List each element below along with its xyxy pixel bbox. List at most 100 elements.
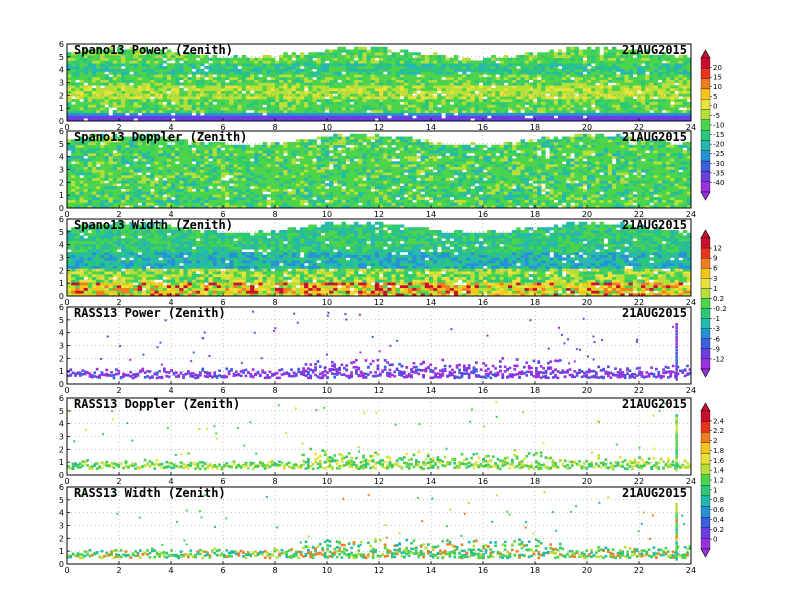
heatmap-cell	[212, 183, 218, 187]
heatmap-cell	[562, 101, 567, 105]
heatmap-cell	[237, 166, 243, 170]
heatmap-cell	[254, 57, 259, 61]
heatmap-cell	[403, 110, 409, 114]
heatmap-cell	[220, 66, 226, 70]
heatmap-cell	[141, 107, 147, 111]
heatmap-cell	[624, 104, 629, 108]
heatmap-cell	[104, 158, 109, 162]
heatmap-cell	[154, 172, 159, 176]
heatmap-cell	[237, 57, 243, 61]
heatmap-cell	[104, 188, 109, 192]
heatmap-cell	[645, 110, 650, 114]
heatmap-cell	[166, 183, 172, 187]
heatmap-cell	[183, 90, 188, 94]
heatmap-cell	[491, 57, 496, 61]
heatmap-cell	[611, 99, 617, 103]
heatmap-cell	[657, 82, 663, 86]
heatmap-cell	[499, 63, 505, 67]
heatmap-cell	[545, 118, 550, 122]
heatmap-cell	[553, 88, 559, 92]
heatmap-cell	[79, 161, 84, 165]
heatmap-cell	[116, 139, 122, 143]
heatmap-cell	[154, 55, 159, 59]
heatmap-cell	[483, 107, 488, 111]
heatmap-cell	[208, 144, 213, 148]
heatmap-cell	[366, 101, 371, 105]
heatmap-cell	[212, 194, 218, 198]
heatmap-cell	[171, 186, 176, 190]
heatmap-cell	[104, 166, 109, 170]
heatmap-cell	[104, 82, 109, 86]
heatmap-cell	[283, 74, 288, 78]
heatmap-cell	[387, 60, 392, 64]
heatmap-cell	[458, 63, 463, 67]
heatmap-cell	[141, 85, 147, 89]
heatmap-cell	[262, 177, 267, 181]
heatmap-cell	[229, 99, 234, 103]
heatmap-cell	[395, 71, 401, 75]
heatmap-cell	[320, 57, 326, 61]
heatmap-cell	[150, 88, 155, 92]
heatmap-cell	[682, 112, 688, 116]
heatmap-cell	[137, 153, 143, 157]
heatmap-cell	[570, 68, 575, 72]
heatmap-cell	[204, 205, 209, 209]
heatmap-cell	[516, 85, 521, 89]
heatmap-cell	[570, 93, 575, 97]
heatmap-cell	[657, 96, 663, 100]
heatmap-cell	[96, 99, 101, 103]
heatmap-cell	[304, 90, 309, 94]
heatmap-cell	[233, 66, 238, 70]
heatmap-cell	[116, 112, 122, 116]
heatmap-cell	[112, 115, 118, 119]
heatmap-cell	[112, 99, 118, 103]
heatmap-cell	[570, 96, 575, 100]
heatmap-cell	[507, 79, 513, 83]
heatmap-cell	[333, 63, 338, 67]
heatmap-cell	[146, 186, 151, 190]
heatmap-cell	[250, 74, 255, 78]
heatmap-cell	[566, 112, 571, 116]
heatmap-cell	[96, 71, 101, 75]
heatmap-cell	[266, 93, 272, 97]
heatmap-cell	[133, 74, 139, 78]
heatmap-cell	[545, 107, 550, 111]
heatmap-cell	[146, 112, 151, 116]
heatmap-cell	[295, 63, 301, 67]
heatmap-cell	[441, 101, 446, 105]
heatmap-cell	[516, 79, 521, 83]
heatmap-cell	[641, 55, 646, 59]
heatmap-cell	[141, 115, 147, 119]
heatmap-cell	[645, 52, 650, 56]
heatmap-cell	[520, 90, 525, 94]
heatmap-cell	[316, 74, 322, 78]
heatmap-cell	[395, 101, 401, 105]
heatmap-cell	[171, 153, 176, 157]
heatmap-cell	[258, 177, 263, 181]
heatmap-cell	[399, 107, 405, 111]
heatmap-cell	[96, 93, 101, 97]
heatmap-cell	[287, 172, 292, 176]
heatmap-cell	[162, 180, 168, 184]
heatmap-cell	[616, 74, 621, 78]
heatmap-cell	[216, 79, 222, 83]
heatmap-cell	[133, 155, 139, 159]
heatmap-cell	[121, 191, 126, 195]
heatmap-cell	[603, 107, 609, 111]
heatmap-cell	[96, 96, 101, 100]
heatmap-cell	[241, 71, 247, 75]
heatmap-cell	[545, 112, 550, 116]
heatmap-cell	[595, 112, 600, 116]
heatmap-cell	[636, 60, 642, 64]
heatmap-cell	[258, 118, 263, 122]
heatmap-cell	[433, 60, 438, 64]
heatmap-cell	[158, 169, 163, 173]
heatmap-cell	[295, 82, 301, 86]
heatmap-cell	[503, 93, 509, 97]
heatmap-cell	[241, 107, 247, 111]
heatmap-cell	[428, 85, 434, 89]
heatmap-cell	[562, 52, 567, 56]
heatmap-cell	[379, 60, 384, 64]
heatmap-cell	[333, 110, 338, 114]
heatmap-cell	[187, 177, 193, 181]
